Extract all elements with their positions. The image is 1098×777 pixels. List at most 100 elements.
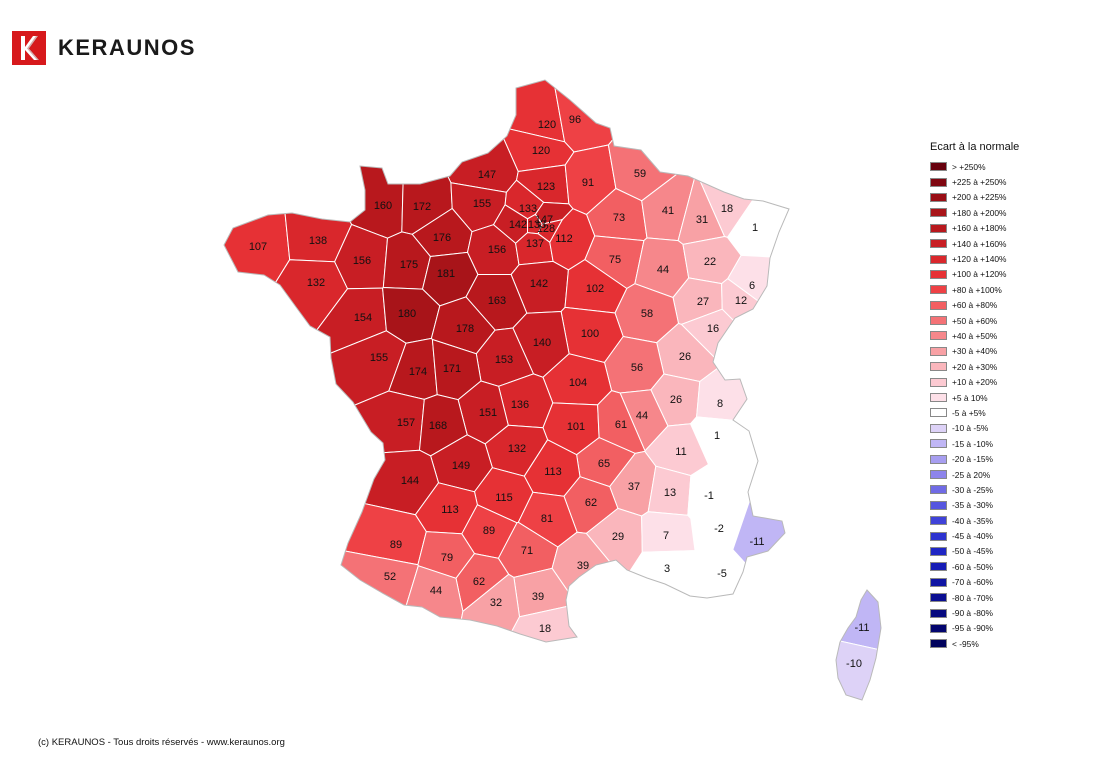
legend-swatch [930, 162, 947, 172]
legend-label: > +250% [952, 161, 986, 172]
legend-label: -30 à -25% [952, 484, 993, 495]
legend-item: -60 à -50% [930, 559, 1019, 574]
department-value-label: 101 [567, 421, 585, 433]
department-area [433, 603, 687, 700]
legend-item: -50 à -45% [930, 544, 1019, 559]
legend-swatch [930, 470, 947, 479]
department-value-label: 144 [401, 475, 419, 487]
department-value-label: 41 [662, 205, 674, 217]
department-value-label: 132 [508, 443, 526, 455]
department-value-label: 39 [577, 560, 589, 572]
legend-swatch [930, 516, 947, 526]
department-value-label: 79 [441, 552, 453, 564]
department-value-label: 133 [519, 203, 537, 215]
legend-label: -40 à -35% [952, 515, 993, 526]
department-value-label: 58 [641, 308, 653, 320]
legend-swatch [930, 500, 947, 510]
department-value-label: 8 [717, 398, 723, 410]
legend-label: -5 à +5% [952, 407, 986, 418]
legend-item: +60 à +80% [930, 298, 1019, 313]
legend-label: -20 à -15% [952, 454, 993, 465]
legend-item: -20 à -15% [930, 451, 1019, 466]
legend-swatch [930, 223, 947, 233]
department-value-label: 29 [612, 531, 624, 543]
department-area [607, 80, 761, 202]
legend-swatch [930, 546, 947, 556]
department-value-label: 175 [400, 259, 418, 271]
department-value-label: 18 [539, 623, 551, 635]
department-value-label: 13 [664, 487, 676, 499]
department-value-label: 176 [433, 232, 451, 244]
legend-swatch [930, 423, 947, 433]
department-value-label: 147 [478, 169, 496, 181]
department-area [689, 416, 880, 474]
department-value-label: 91 [582, 177, 594, 189]
department-value-label: 137 [526, 238, 544, 250]
department-value-label: 65 [598, 458, 610, 470]
department-area [377, 80, 519, 193]
department-value-label: 96 [569, 114, 581, 126]
department-value-label: 171 [443, 363, 461, 375]
legend-swatch [930, 577, 947, 587]
legend-item: +225 à +250% [930, 174, 1019, 189]
department-value-label: 102 [586, 283, 604, 295]
department-value-label: 32 [490, 597, 502, 609]
legend-label: +100 à +120% [952, 269, 1007, 280]
department-value-label: 180 [398, 308, 416, 320]
legend-label: +140 à +160% [952, 238, 1007, 249]
department-area [684, 627, 881, 700]
legend-label: +60 à +80% [952, 300, 998, 311]
department-value-label: 22 [704, 256, 716, 268]
legend-swatch [930, 316, 947, 326]
department-value-label: 174 [409, 366, 427, 378]
legend-item: -10 à -5% [930, 421, 1019, 436]
department-value-label: 89 [390, 539, 402, 551]
legend-item: > +250% [930, 159, 1019, 174]
legend-swatch [930, 439, 947, 449]
legend-label: +5 à 10% [952, 392, 988, 403]
department-area [224, 80, 291, 542]
department-value-label: 100 [581, 328, 599, 340]
legend-swatch [930, 639, 947, 649]
department-value-label: 133 [528, 219, 546, 231]
department-value-label: 18 [721, 203, 733, 215]
legend-swatch [930, 377, 947, 387]
legend-item: +200 à +225% [930, 190, 1019, 205]
legend-item: +100 à +120% [930, 267, 1019, 282]
legend-swatch [930, 362, 947, 372]
legend-item: +180 à +200% [930, 205, 1019, 220]
copyright-notice: (c) KERAUNOS - Tous droits réservés - ww… [38, 737, 285, 748]
legend-item: -5 à +5% [930, 405, 1019, 420]
legend-label: +40 à +50% [952, 330, 998, 341]
legend-swatch [930, 208, 947, 218]
legend-item: +120 à +140% [930, 251, 1019, 266]
department-value-label: 31 [696, 214, 708, 226]
legend-label: +120 à +140% [952, 254, 1007, 265]
legend-label: +50 à +60% [952, 315, 998, 326]
department-value-label: 115 [495, 492, 513, 504]
department-value-label: -11 [749, 536, 764, 548]
legend-label: -50 à -45% [952, 546, 993, 557]
department-value-label: 37 [628, 481, 640, 493]
department-value-label: 1 [714, 430, 720, 442]
department-value-label: 62 [473, 576, 485, 588]
legend-swatch [930, 393, 947, 403]
department-value-label: 149 [452, 460, 470, 472]
department-area [695, 80, 881, 238]
legend-label: -95 à -90% [952, 623, 993, 634]
department-value-label: 44 [657, 264, 669, 276]
department-value-label: 26 [679, 351, 691, 363]
department-value-label: 128 [537, 223, 555, 235]
legend-label: +10 à +20% [952, 377, 998, 388]
legend-item: +5 à 10% [930, 390, 1019, 405]
legend-swatch [930, 531, 947, 541]
department-area [678, 549, 789, 700]
department-value-label: 11 [675, 446, 686, 458]
department-value-label: 156 [488, 244, 506, 256]
legend-label: < -95% [952, 638, 979, 649]
department-value-label: 132 [307, 277, 325, 289]
legend-item: -25 à 20% [930, 467, 1019, 482]
department-value-label: -11 [854, 622, 869, 634]
legend-label: +30 à +40% [952, 346, 998, 357]
department-area [721, 278, 865, 380]
